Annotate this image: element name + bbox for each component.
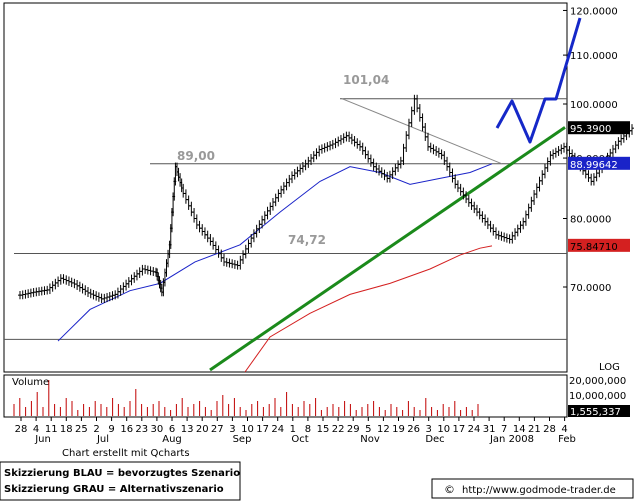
x-tick-label: 16 xyxy=(120,424,133,435)
x-tick-label: 12 xyxy=(377,424,390,435)
month-label: Feb xyxy=(558,434,576,445)
y-axis: 70.000080.000090.0000100.0000110.0000120… xyxy=(563,6,630,294)
y-value-label: 88.99642 xyxy=(570,160,618,171)
y-value-label: 75.84710 xyxy=(570,242,618,253)
y-value-box xyxy=(568,121,630,135)
x-tick-label: 25 xyxy=(75,424,88,435)
volume-max-label: 20,000,000 xyxy=(569,376,626,387)
y-value-box xyxy=(568,156,630,170)
month-label: Nov xyxy=(360,434,380,445)
y-value-label: 95.3900 xyxy=(570,124,611,135)
level-label: 101,04 xyxy=(343,73,389,87)
x-tick-label: 10 xyxy=(437,424,450,435)
x-tick-label: 3 xyxy=(229,424,235,435)
month-label: Sep xyxy=(233,434,252,445)
x-tick-label: 13 xyxy=(181,424,194,435)
resistance-trendline xyxy=(341,98,503,165)
ma-blue-line xyxy=(57,163,493,342)
x-tick-label: 18 xyxy=(60,424,73,435)
legend-box xyxy=(0,461,241,501)
x-tick-label: 23 xyxy=(135,424,148,435)
x-tick-label: 30 xyxy=(151,424,164,435)
price-bar xyxy=(594,169,599,182)
level-labels: 101,04 89,00 74,72 xyxy=(177,73,389,247)
month-label: Jul xyxy=(96,434,109,445)
x-tick-label: 11 xyxy=(45,424,58,435)
x-tick-label: 5 xyxy=(365,424,371,435)
x-tick-label: 31 xyxy=(483,424,496,435)
x-tick-label: 2 xyxy=(93,424,99,435)
volume-last-label: 1,555,337 xyxy=(570,407,621,418)
x-tick-label: 28 xyxy=(543,424,556,435)
price-bar xyxy=(586,170,591,182)
x-tick-label: 1 xyxy=(290,424,296,435)
month-label: Oct xyxy=(291,434,308,445)
month-label: Aug xyxy=(162,434,182,445)
chart-credit: Chart erstellt mit Qcharts xyxy=(62,448,190,459)
price-bar xyxy=(616,137,621,150)
y-tick-label: 100.0000 xyxy=(570,100,618,111)
x-tick-label: 21 xyxy=(528,424,541,435)
x-tick-label: 17 xyxy=(256,424,269,435)
y-tick-label: 80.0000 xyxy=(570,214,611,225)
support-trendline xyxy=(209,126,566,372)
x-tick-label: 28 xyxy=(15,424,28,435)
trend-lines xyxy=(209,98,566,372)
price-bar xyxy=(589,173,594,186)
x-tick-label: 9 xyxy=(108,424,114,435)
url-link[interactable]: http://www.godmode-trader.de xyxy=(462,485,616,496)
log-scale-label: LOG xyxy=(599,362,620,373)
y-tick-label: 70.0000 xyxy=(570,283,611,294)
price-bar xyxy=(619,134,624,146)
x-tick-label: 19 xyxy=(392,424,405,435)
volume-mid-label: 10,000,000 xyxy=(569,391,626,402)
x-axis: 28 4 11 18 25 2 9 16 23 30 6 13 20 27 3 10 17 24 1 8 15 22 29 5… xyxy=(15,417,576,445)
horizontal-levels xyxy=(4,98,567,340)
x-tick-label: 4 xyxy=(561,424,567,435)
x-tick-label: 27 xyxy=(211,424,224,435)
y-tick-label: 120.0000 xyxy=(570,6,618,17)
y-tick-label: 110.0000 xyxy=(570,51,618,62)
x-tick-label: 4 xyxy=(33,424,39,435)
x-tick-label: 6 xyxy=(169,424,175,435)
level-label: 74,72 xyxy=(288,233,326,247)
price-bar xyxy=(591,173,596,186)
volume-label: Volume xyxy=(12,377,49,388)
month-label: Jan 2008 xyxy=(489,434,534,445)
x-tick-label: 20 xyxy=(196,424,209,435)
x-tick-label: 22 xyxy=(332,424,345,435)
x-tick-label: 8 xyxy=(305,424,311,435)
copyright-symbol: © xyxy=(444,483,455,496)
url-box xyxy=(431,478,634,499)
price-panel xyxy=(3,2,568,373)
x-tick-label: 24 xyxy=(271,424,284,435)
price-bar xyxy=(630,124,634,135)
legend-blue: Skizzierung BLAU = bevorzugtes Szenario xyxy=(4,468,240,479)
y-value-box xyxy=(568,238,630,252)
price-bar xyxy=(610,144,615,158)
x-tick-label: 7 xyxy=(501,424,507,435)
x-tick-label: 3 xyxy=(426,424,432,435)
x-tick-label: 24 xyxy=(468,424,481,435)
x-tick-label: 14 xyxy=(513,424,526,435)
x-tick-label: 15 xyxy=(317,424,330,435)
volume-last-box xyxy=(568,405,630,417)
level-label: 89,00 xyxy=(177,149,215,163)
x-tick-label: 26 xyxy=(407,424,420,435)
price-bar xyxy=(613,141,618,154)
ma-red-line xyxy=(244,245,493,373)
x-tick-label: 10 xyxy=(241,424,254,435)
legend-gray: Skizzierung GRAU = Alternativszenario xyxy=(4,484,224,495)
x-tick-label: 17 xyxy=(453,424,466,435)
x-tick-label: 29 xyxy=(347,424,360,435)
scenario-blue-path xyxy=(495,17,582,144)
scenario-projection xyxy=(495,17,582,144)
volume-bars xyxy=(13,380,479,416)
month-label: Dec xyxy=(425,434,444,445)
price-bars xyxy=(18,94,634,303)
moving-averages xyxy=(57,163,493,373)
month-label: Jun xyxy=(34,434,51,445)
volume-panel xyxy=(3,374,568,418)
